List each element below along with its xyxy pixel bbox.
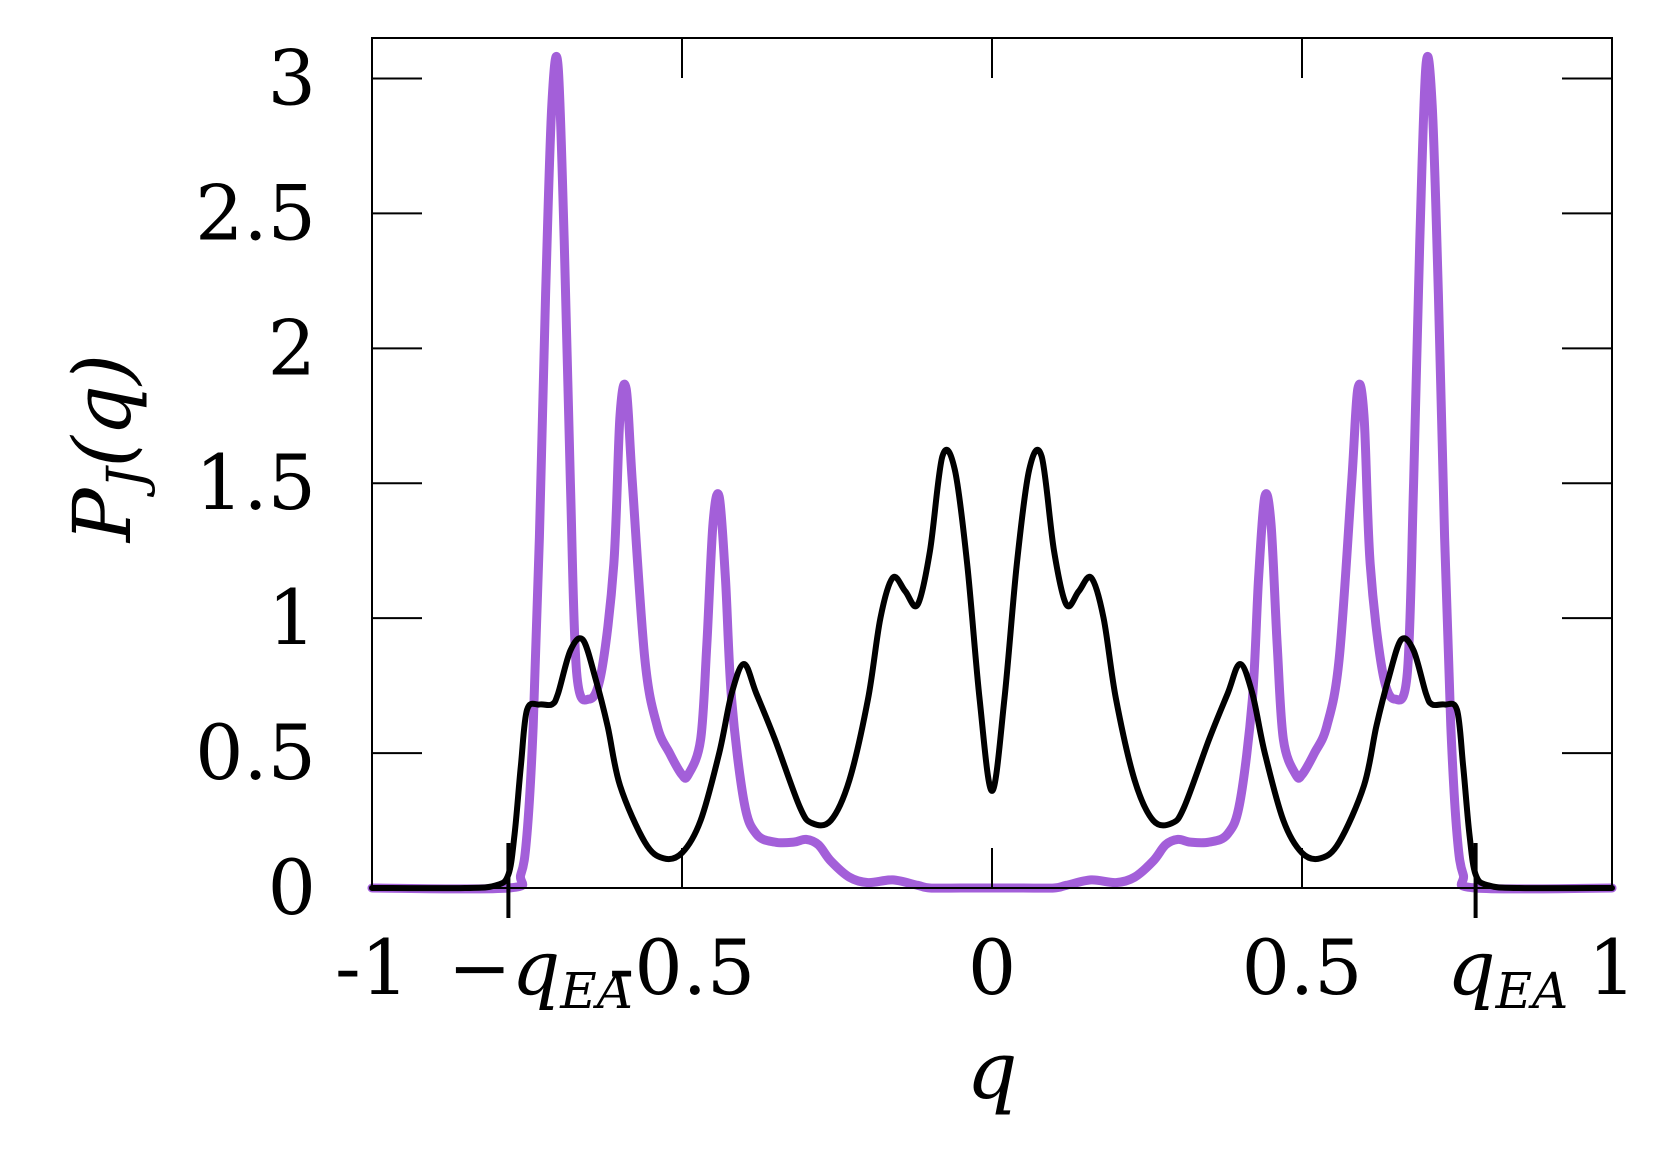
qea-label-sub-1: EA [1495, 962, 1569, 1020]
qea-label-main-0: q [512, 923, 561, 1012]
x-tick-label-3: 0.5 [1242, 923, 1363, 1012]
x-axis-label: q [966, 1024, 1017, 1117]
y-tick-label-6: 3 [268, 33, 316, 122]
annotation-layer: −qEA qEA [448, 843, 1568, 1020]
x-tick-label-0: -1 [335, 923, 409, 1012]
y-axis-label-main: P [56, 487, 149, 544]
y-tick-label-2: 1 [268, 573, 316, 662]
y-tick-label-5: 2.5 [195, 168, 316, 257]
series-line-2 [369, 446, 1615, 892]
qea-label-main-1: q [1447, 923, 1496, 1012]
qea-label-0: −qEA [448, 923, 633, 1020]
x-tick-label-4: 1 [1588, 923, 1636, 1012]
qea-label-1: qEA [1447, 923, 1568, 1020]
y-axis-label: PJ(q) [56, 354, 157, 544]
x-tick-label-1: -0.5 [609, 923, 756, 1012]
x-tick-label-2: 0 [968, 923, 1016, 1012]
y-tick-label-4: 2 [268, 303, 316, 392]
y-axis-label-arg: (q) [56, 354, 149, 468]
tick-layer: -1 -0.5 0 0.5 1 0 0.5 1 1.5 2 2.5 3 [195, 33, 1636, 1012]
y-tick-label-3: 1.5 [195, 438, 316, 527]
qea-label-sub-0: EA [559, 962, 633, 1020]
y-tick-label-1: 0.5 [195, 708, 316, 797]
y-tick-label-0: 0 [268, 843, 316, 932]
qea-label-prefix-0: − [448, 923, 512, 1012]
